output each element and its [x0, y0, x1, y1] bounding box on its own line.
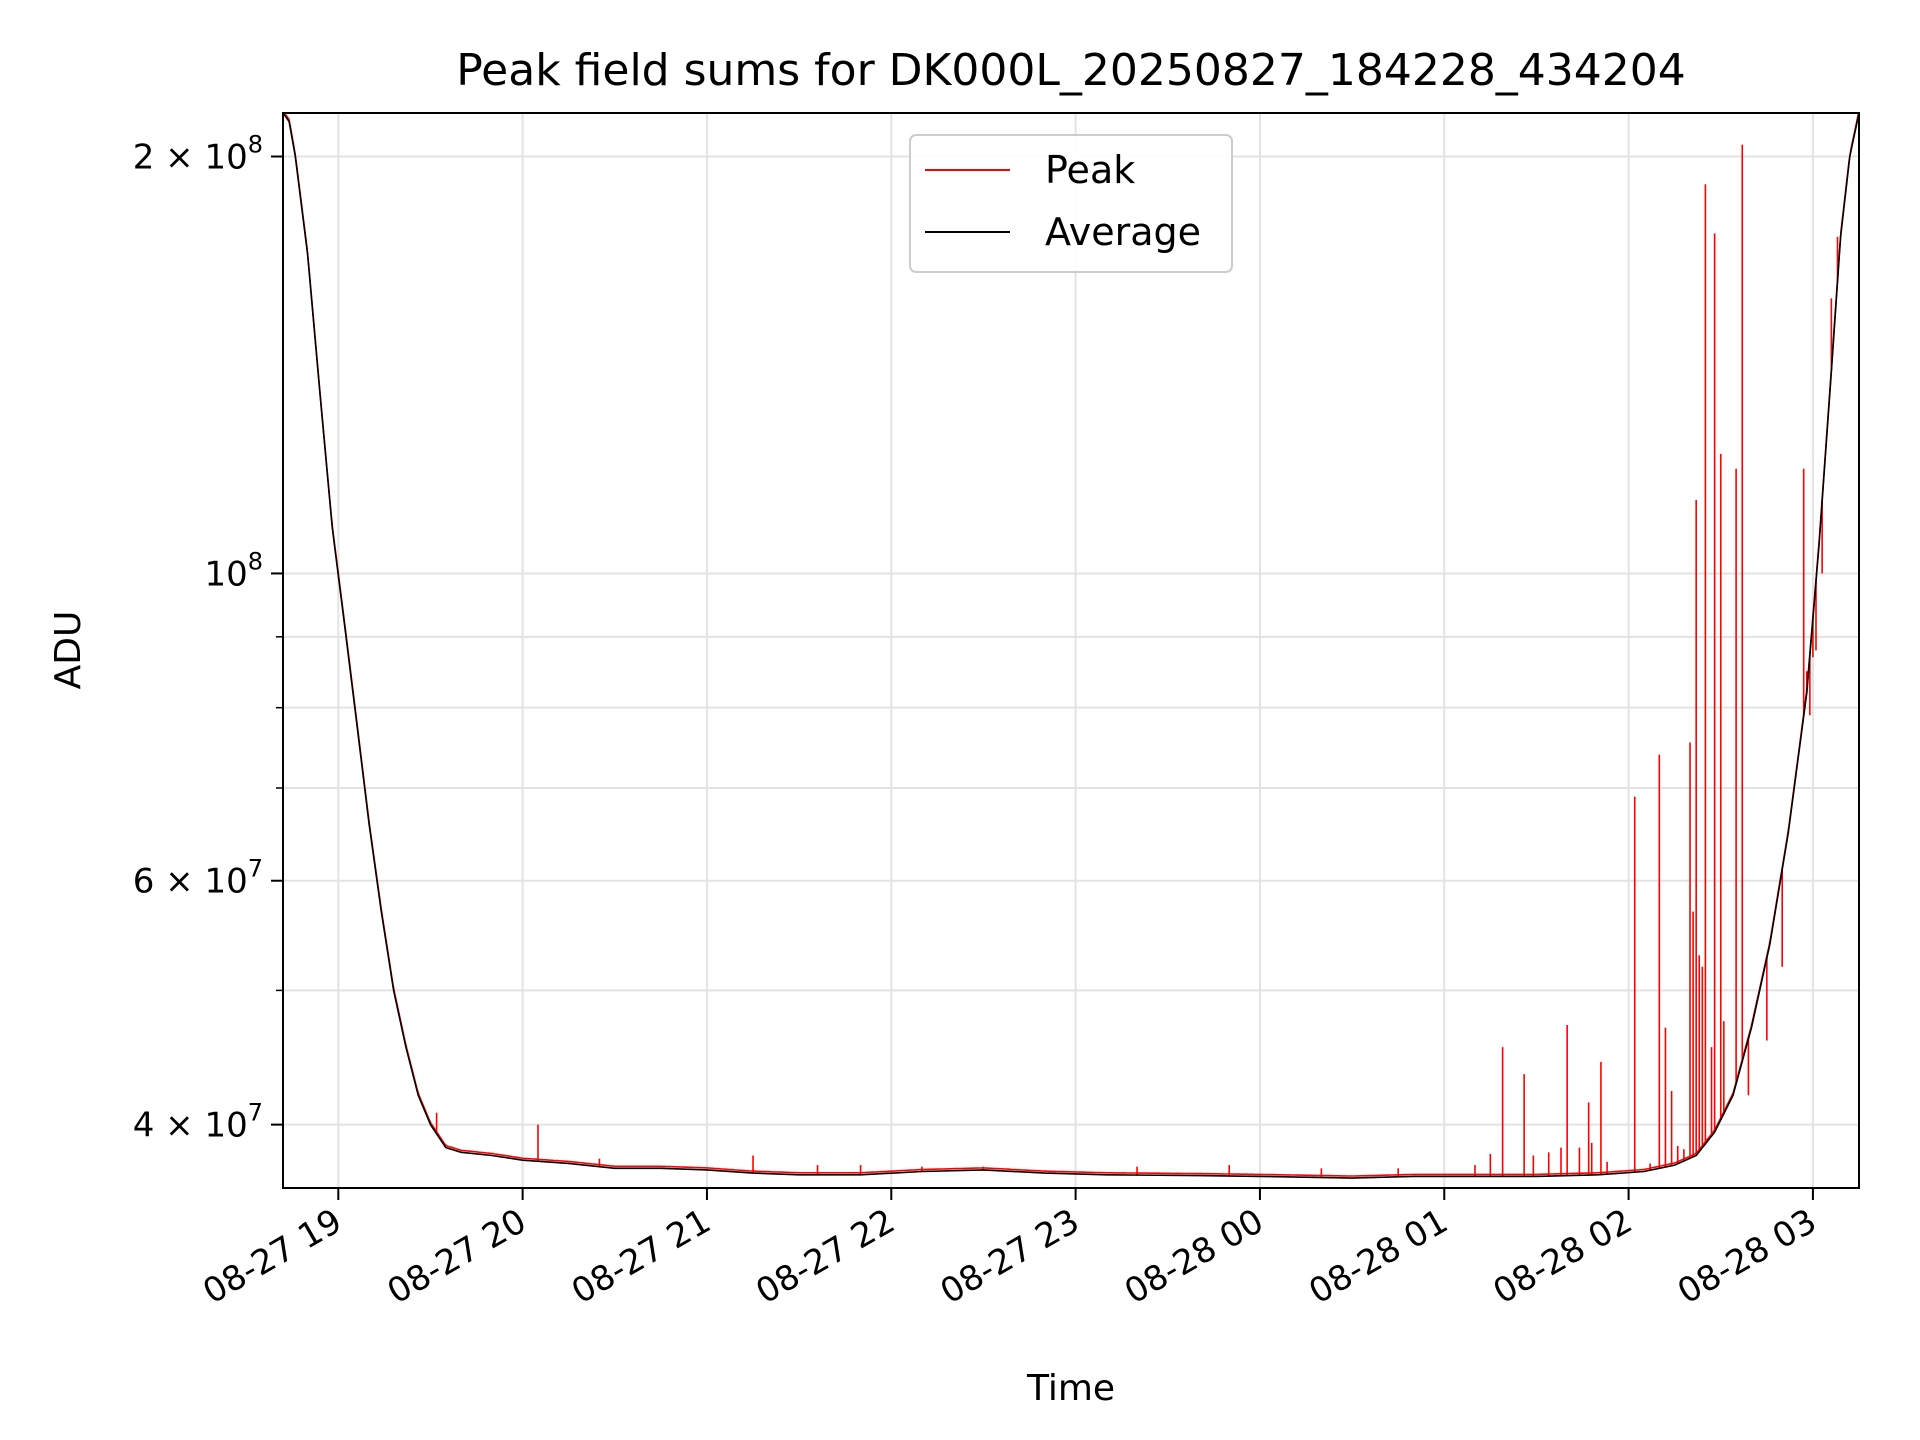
y-tick-label: 2 × 108 — [133, 131, 263, 178]
y-tick-label: 4 × 107 — [133, 1099, 263, 1146]
x-axis-label: Time — [1026, 1368, 1115, 1409]
series-line-peak — [283, 113, 1859, 1177]
y-tick-label: 6 × 107 — [133, 855, 263, 902]
legend-label-peak: Peak — [1045, 148, 1135, 192]
chart-title: Peak field sums for DK000L_20250827_1842… — [456, 45, 1686, 96]
plot-frame — [282, 112, 1860, 1189]
y-tick-label: 108 — [204, 547, 263, 594]
y-axis-label: ADU — [48, 611, 89, 690]
series-line-average — [283, 113, 1859, 1179]
legend-label-average: Average — [1045, 210, 1201, 254]
series-layer — [283, 113, 1859, 1179]
legend: Peak Average — [909, 134, 1233, 273]
